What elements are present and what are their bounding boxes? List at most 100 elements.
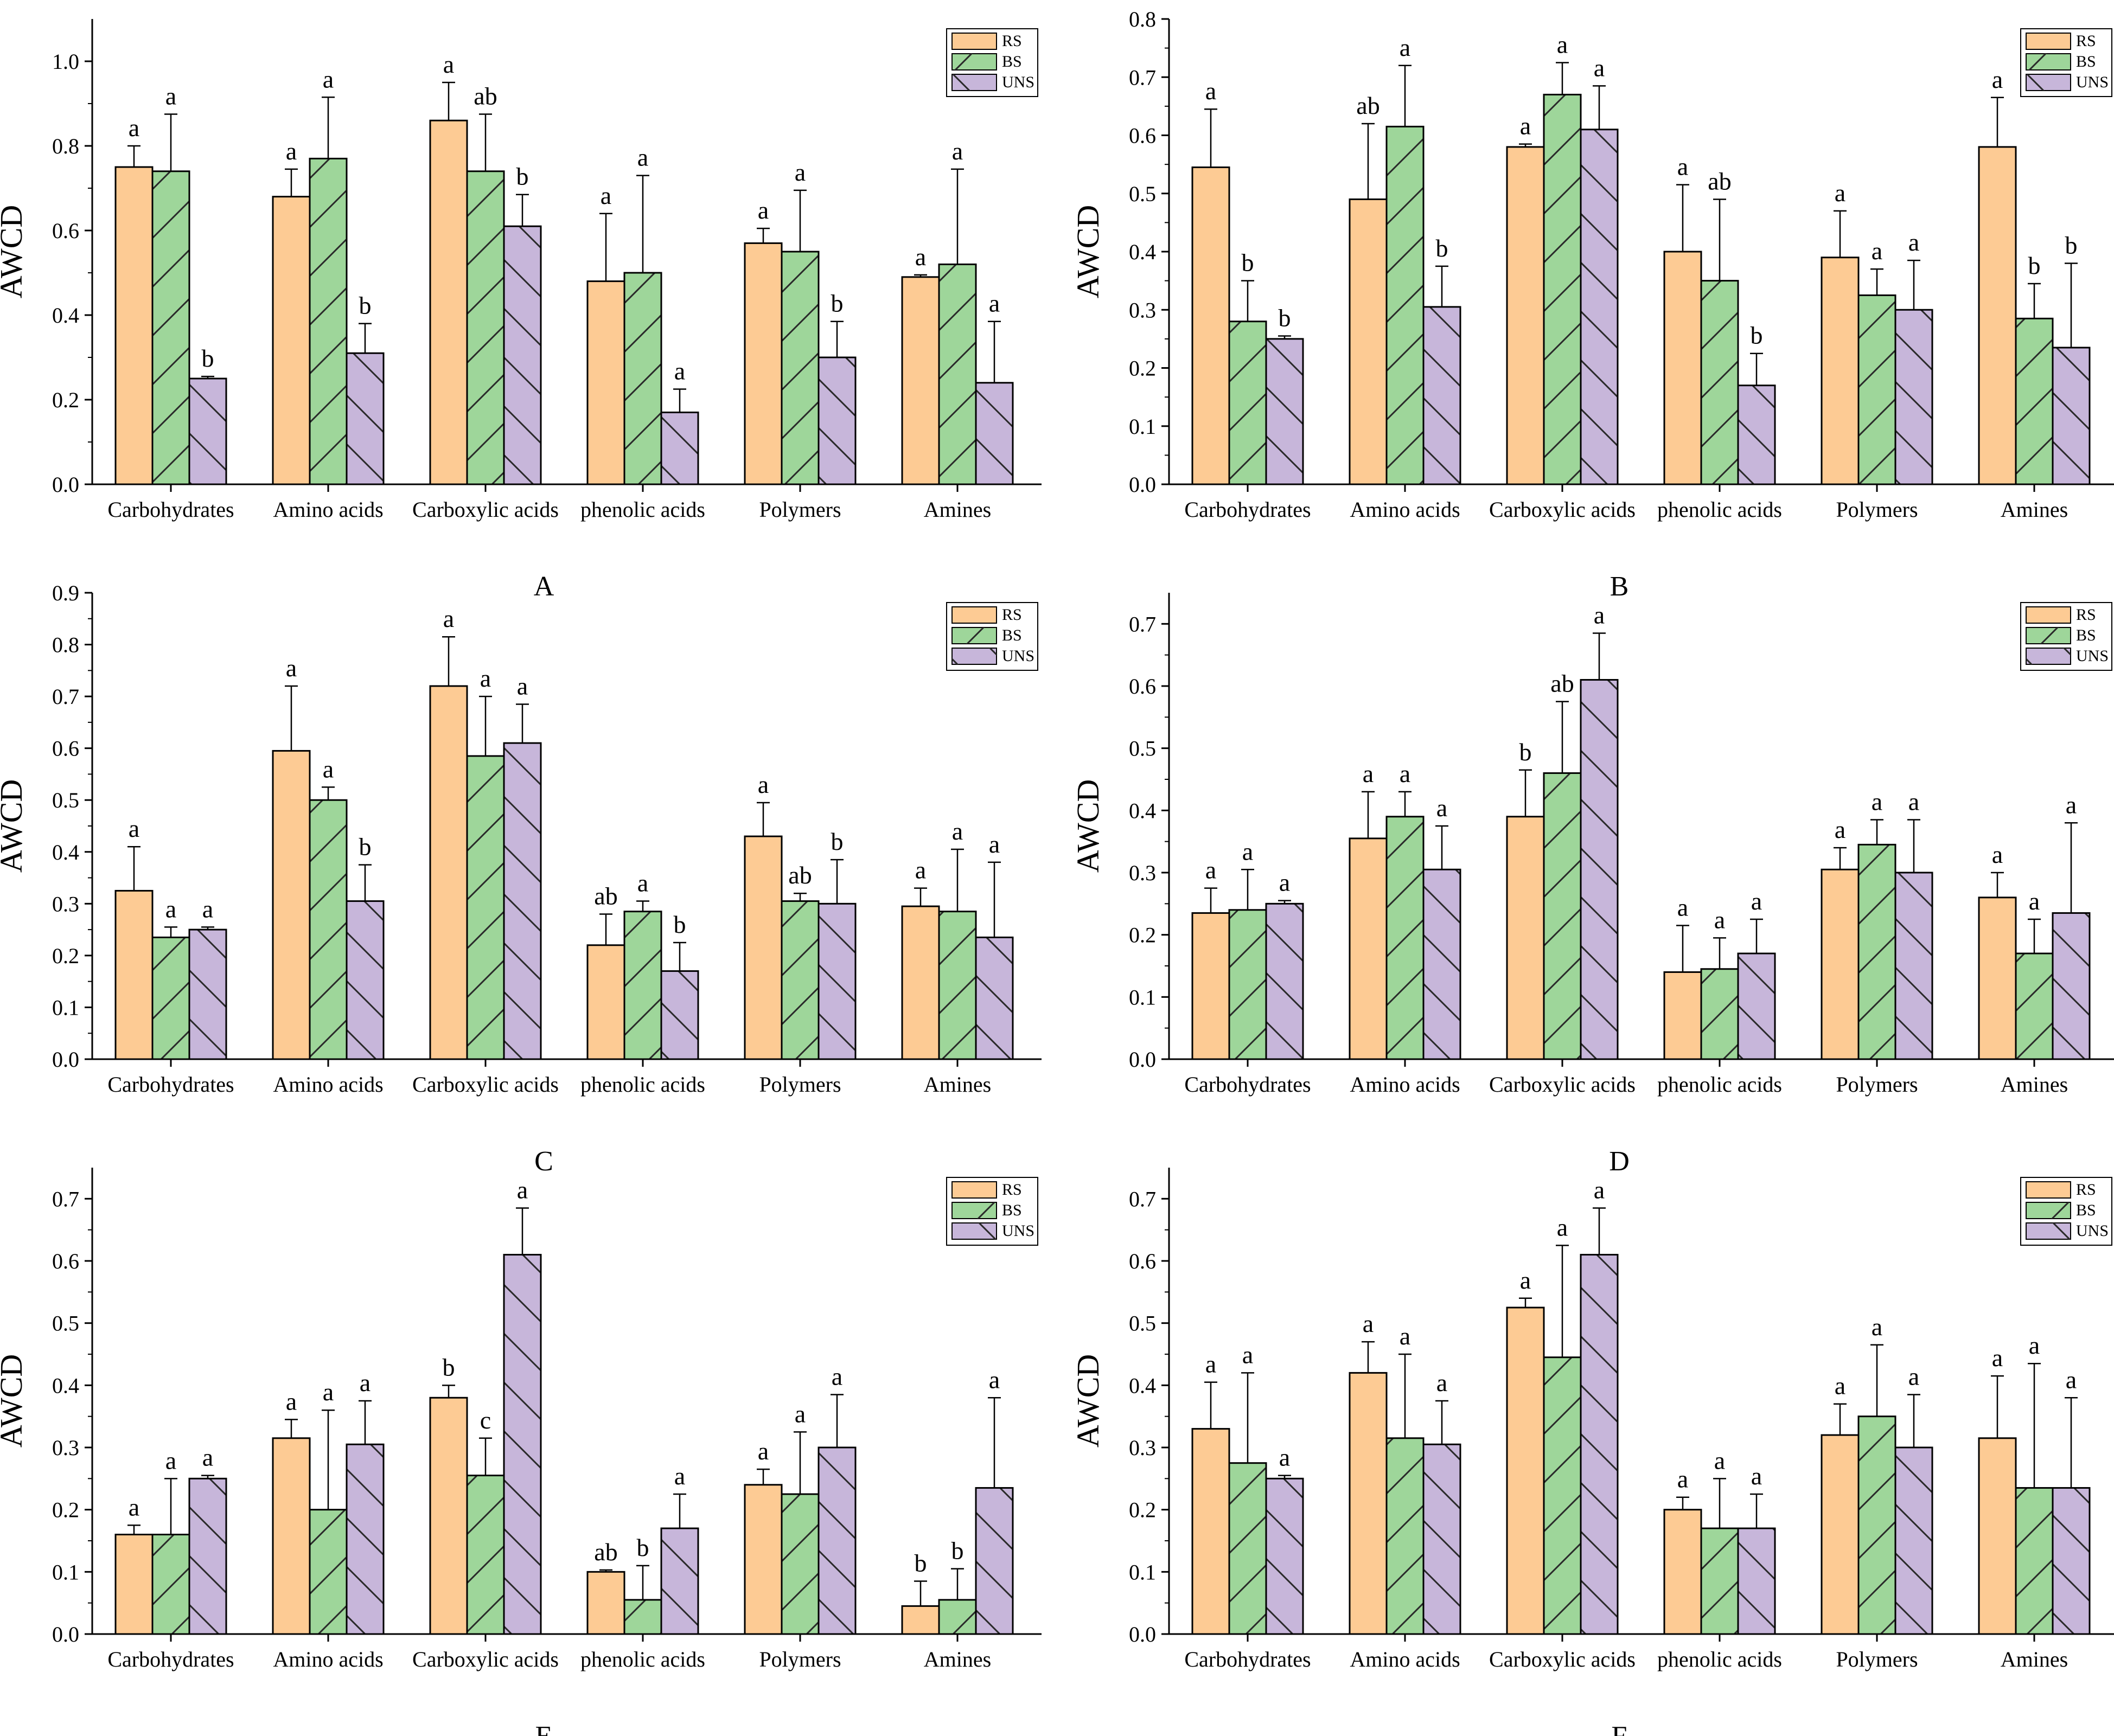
bar-hatch-UNS-2 [504, 743, 541, 1059]
significance-letter: a [517, 1176, 528, 1204]
significance-letter: ab [474, 82, 497, 110]
legend-swatch-hatch-BS [952, 1202, 997, 1219]
panel-E: 0.0 0.1 0.2 0.3 0.4 0.5 0.6 0.7 AWCD Carbohydrate… [0, 1168, 1042, 1736]
bar-hatch-BS-2 [1544, 773, 1581, 1059]
y-tick-label: 1.0 [52, 49, 79, 74]
bar-hatch-BS-4 [782, 252, 819, 484]
x-tick-label: Polymers [1836, 1647, 1918, 1671]
bar-hatch-BS-5 [2016, 953, 2053, 1059]
significance-letter: b [443, 1353, 455, 1381]
bar-RS-1 [1350, 199, 1387, 485]
significance-letter: a [1594, 54, 1605, 81]
significance-letter: a [480, 664, 491, 692]
significance-letter: b [359, 292, 372, 319]
bar-hatch-BS-3 [1701, 969, 1738, 1059]
bar-hatch-BS-3 [1701, 280, 1738, 484]
bar-hatch-UNS-3 [1738, 385, 1775, 484]
significance-letter: a [286, 1387, 297, 1415]
x-tick-label: Carboxylic acids [412, 497, 559, 522]
legend-swatch-RS [2026, 1181, 2071, 1199]
y-tick-label: 0.2 [1129, 923, 1156, 947]
bar-hatch-BS-1 [310, 800, 347, 1059]
bar-RS-0 [116, 1534, 152, 1634]
panel-label: C [534, 1146, 553, 1177]
y-axis-title: AWCD [0, 1354, 29, 1448]
legend-label-BS: BS [1002, 53, 1022, 71]
x-tick-label: Carboxylic acids [1489, 1072, 1636, 1097]
y-tick-label: 0.8 [1129, 7, 1156, 31]
significance-letter: b [1279, 304, 1291, 332]
y-tick-label: 0.3 [1129, 298, 1156, 322]
significance-letter: a [1992, 66, 2003, 93]
bar-RS-4 [745, 836, 782, 1059]
legend-swatch-hatch-BS [952, 627, 997, 644]
bar-hatch-UNS-1 [1423, 869, 1460, 1059]
significance-letter: a [2066, 791, 2077, 818]
x-tick-label: phenolic acids [580, 1647, 705, 1671]
significance-letter: a [1677, 1465, 1688, 1493]
panel-C: 0.0 0.1 0.2 0.3 0.4 0.5 0.6 0.7 0.8 0.9 AWCD Carboh… [0, 581, 1042, 1177]
significance-letter: a [1872, 788, 1882, 816]
legend-label-UNS: UNS [2076, 73, 2109, 91]
y-tick-label: 0.2 [52, 944, 79, 968]
significance-letter: a [1908, 228, 1919, 256]
legend-label-RS: RS [1002, 32, 1022, 50]
x-tick-label: Amines [924, 1072, 991, 1097]
bar-hatch-BS-5 [939, 1599, 976, 1634]
bar-hatch-BS-0 [1229, 321, 1266, 484]
significance-letter: a [443, 605, 454, 632]
significance-letter: ab [1356, 92, 1379, 119]
legend-label-RS: RS [1002, 1181, 1022, 1199]
significance-letter: a [129, 114, 139, 142]
bar-hatch-BS-1 [310, 1509, 347, 1634]
bar-RS-2 [1507, 1308, 1544, 1634]
significance-letter: b [202, 344, 214, 372]
significance-letter: ab [1550, 670, 1574, 697]
y-tick-label: 0.4 [1129, 240, 1156, 264]
x-tick-label: Amino acids [273, 1647, 383, 1671]
y-axis-title: AWCD [1070, 779, 1106, 873]
bar-RS-2 [430, 686, 467, 1059]
bar-hatch-BS-4 [782, 1494, 819, 1634]
significance-letter: a [1436, 1369, 1447, 1397]
significance-letter: a [165, 895, 176, 923]
bar-hatch-UNS-1 [1423, 1444, 1460, 1634]
panel-label: B [1610, 571, 1629, 602]
y-tick-label: 0.9 [52, 581, 79, 605]
significance-letter: b [831, 290, 844, 317]
legend-swatch-RS [2026, 33, 2071, 50]
significance-letter: b [1751, 322, 1763, 349]
significance-letter: b [359, 833, 372, 861]
bar-RS-0 [1192, 913, 1229, 1059]
y-tick-label: 0.4 [1129, 1373, 1156, 1398]
bar-RS-1 [1350, 838, 1387, 1059]
bar-hatch-BS-0 [152, 937, 189, 1059]
bar-RS-5 [1979, 897, 2016, 1059]
bar-hatch-UNS-4 [819, 1447, 855, 1634]
x-tick-label: phenolic acids [1657, 1647, 1782, 1671]
significance-letter: a [1872, 1313, 1882, 1341]
bar-hatch-UNS-3 [661, 1528, 698, 1634]
y-tick-label: 0.7 [52, 1187, 79, 1211]
bar-hatch-BS-4 [1858, 844, 1895, 1059]
significance-letter: b [1436, 234, 1448, 262]
bar-RS-5 [1979, 146, 2016, 484]
significance-letter: b [915, 1549, 927, 1577]
significance-letter: a [795, 158, 806, 186]
bar-hatch-UNS-1 [347, 1444, 384, 1634]
y-tick-label: 0.6 [1129, 674, 1156, 699]
bar-RS-3 [587, 945, 624, 1059]
bar-RS-1 [273, 1438, 310, 1634]
significance-letter: a [202, 895, 213, 923]
legend-label-BS: BS [1002, 626, 1022, 644]
bar-hatch-BS-1 [1387, 1438, 1423, 1634]
x-tick-label: Polymers [759, 1647, 841, 1671]
bar-RS-0 [116, 891, 152, 1059]
legend-label-RS: RS [1002, 606, 1022, 624]
x-tick-label: Carbohydrates [107, 497, 234, 522]
significance-letter: a [517, 672, 528, 700]
bar-hatch-UNS-3 [661, 412, 698, 484]
x-tick-label: Amines [2001, 497, 2068, 522]
bar-hatch-BS-5 [939, 264, 976, 484]
y-tick-label: 0.1 [52, 1560, 79, 1584]
